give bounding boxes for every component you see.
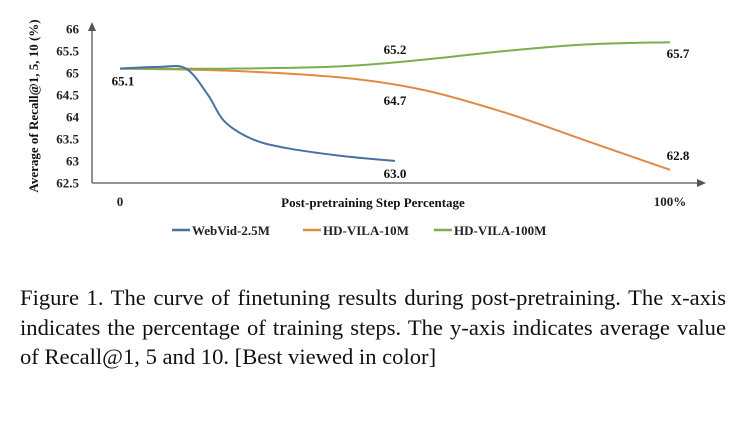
x-tick-label: 0 — [117, 194, 124, 209]
x-axis-title: Post-pretraining Step Percentage — [281, 195, 465, 210]
x-tick-labels: 0 100% — [117, 194, 687, 209]
data-label-webvid-end: 63.0 — [384, 166, 407, 181]
legend: WebVid-2.5M HD-VILA-10M HD-VILA-100M — [172, 223, 546, 238]
data-label-start: 65.1 — [112, 74, 135, 89]
y-axis-title: Average of Recall@1, 5, 10 (%) — [26, 19, 41, 192]
data-label-hdvila100m-end: 65.7 — [667, 46, 690, 61]
series-line-hd-vila-100m — [119, 41, 671, 70]
line-chart: Average of Recall@1, 5, 10 (%) 62.5 63 63.… — [26, 19, 706, 238]
figure-caption: Figure 1. The curve of finetuning result… — [20, 285, 726, 369]
y-tick-label: 62.5 — [56, 176, 79, 191]
x-tick-label: 100% — [654, 194, 687, 209]
series-lines — [119, 41, 671, 171]
x-axis-arrow — [697, 179, 706, 187]
data-label-hdvila10m-end: 62.8 — [667, 148, 690, 163]
data-label-hdvila100m-mid: 65.2 — [384, 42, 407, 57]
y-tick-label: 64 — [66, 110, 80, 125]
y-tick-label: 63.5 — [56, 132, 79, 147]
y-tick-label: 65 — [66, 66, 80, 81]
legend-label: WebVid-2.5M — [192, 223, 270, 238]
legend-label: HD-VILA-100M — [454, 223, 546, 238]
data-labels: 65.1 63.0 64.7 62.8 65.2 65.7 — [112, 42, 690, 181]
legend-label: HD-VILA-10M — [323, 223, 409, 238]
data-label-hdvila10m-mid: 64.7 — [384, 93, 407, 108]
y-tick-label: 63 — [66, 154, 80, 169]
y-tick-label: 66 — [66, 22, 80, 37]
y-tick-label: 64.5 — [56, 88, 79, 103]
y-tick-label: 65.5 — [56, 44, 79, 59]
series-line-hd-vila-10m — [119, 67, 671, 171]
series-line-webvid-2-5m — [119, 64, 396, 162]
y-tick-labels: 62.5 63 63.5 64 64.5 65 65.5 66 — [56, 22, 79, 191]
y-axis-arrow — [88, 22, 96, 31]
